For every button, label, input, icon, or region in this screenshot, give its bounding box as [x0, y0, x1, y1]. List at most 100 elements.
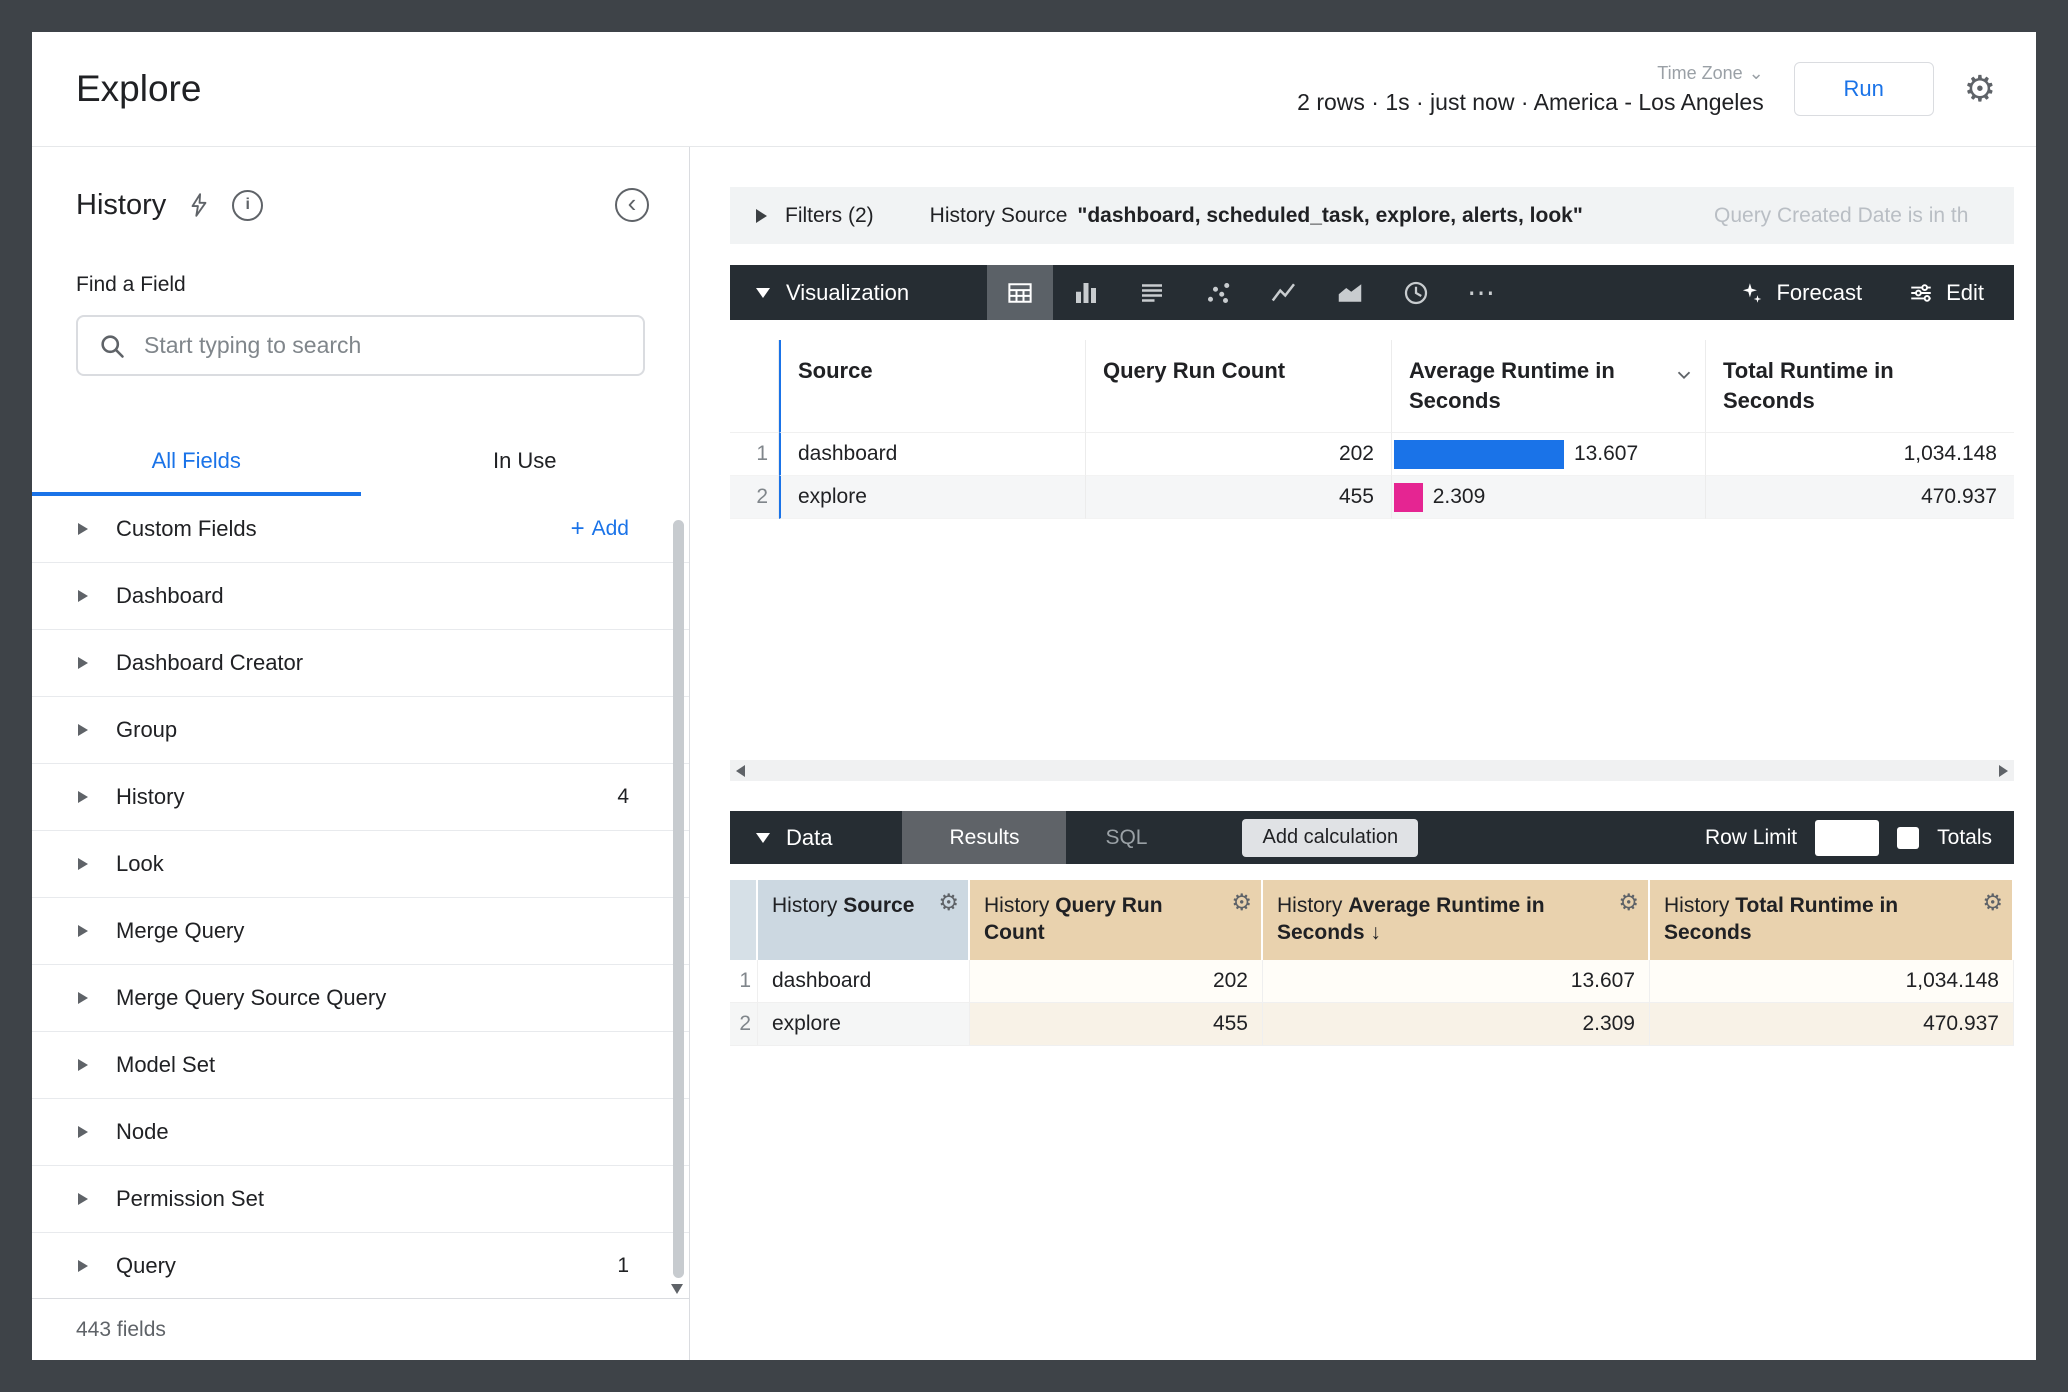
cell-total-runtime[interactable]: 1,034.148 — [1706, 433, 2014, 476]
cell-source[interactable]: explore — [779, 476, 1086, 519]
expand-caret-icon[interactable] — [78, 657, 88, 669]
viz-type-report-table-icon[interactable] — [1119, 265, 1185, 320]
field-group-merge-query[interactable]: Merge Query — [32, 898, 689, 965]
search-input[interactable] — [142, 331, 623, 360]
expand-caret-icon[interactable] — [78, 858, 88, 870]
filter-query-created-date[interactable]: Query Created Date is in th — [1714, 203, 1969, 227]
expand-caret-icon[interactable] — [78, 791, 88, 803]
field-group-look[interactable]: Look — [32, 831, 689, 898]
filter-history-source[interactable]: History Source "dashboard, scheduled_tas… — [930, 204, 1583, 228]
sidebar-scrollbar-thumb[interactable] — [673, 520, 684, 1278]
tab-all-fields[interactable]: All Fields — [32, 432, 361, 496]
viz-type-line-chart-icon[interactable] — [1251, 265, 1317, 320]
field-group-label: Merge Query — [116, 918, 245, 943]
field-group-model-set[interactable]: Model Set — [32, 1032, 689, 1099]
expand-caret-icon[interactable] — [78, 925, 88, 937]
sidebar-header: History i ‹ — [32, 147, 689, 229]
viz-header-total-runtime[interactable]: Total Runtime in Seconds — [1706, 340, 2014, 433]
row-limit-input[interactable] — [1815, 819, 1880, 856]
field-picker-sidebar: History i ‹ Find a Field All Fields In U… — [32, 147, 690, 1360]
field-group-group[interactable]: Group — [32, 697, 689, 764]
forecast-button[interactable]: Forecast — [1738, 280, 1862, 306]
totals-checkbox[interactable] — [1897, 826, 1920, 849]
field-group-permission-set[interactable]: Permission Set — [32, 1166, 689, 1233]
plus-icon: + — [570, 515, 585, 542]
info-icon[interactable]: i — [232, 189, 264, 221]
collapse-sidebar-icon[interactable]: ‹ — [615, 188, 649, 222]
add-calculation-button[interactable]: Add calculation — [1242, 818, 1419, 857]
column-gear-icon[interactable]: ⚙ — [1982, 889, 2003, 915]
settings-gear-icon[interactable]: ⚙ — [1963, 68, 1996, 109]
cell-average-runtime[interactable]: 13.607 — [1392, 433, 1706, 476]
field-search-box[interactable] — [76, 315, 645, 376]
cell-source[interactable]: dashboard — [758, 960, 970, 1003]
data-header-history-source[interactable]: History Source ⚙ — [758, 880, 970, 960]
cell-query-run-count[interactable]: 455 — [970, 1003, 1263, 1046]
viz-type-pie-chart-icon[interactable] — [1383, 265, 1449, 320]
cell-average-runtime[interactable]: 2.309 — [1263, 1003, 1650, 1046]
column-gear-icon[interactable]: ⚙ — [938, 889, 959, 915]
cell-total-runtime[interactable]: 470.937 — [1650, 1003, 2014, 1046]
expand-caret-icon[interactable] — [78, 590, 88, 602]
cell-average-runtime[interactable]: 13.607 — [1263, 960, 1650, 1003]
app-header: Explore Time Zone ⌄ 2 rows · 1s · just n… — [32, 32, 2036, 147]
tab-sql[interactable]: SQL — [1105, 825, 1148, 849]
field-group-query[interactable]: Query 1 — [32, 1233, 689, 1298]
viz-header-query-run-count[interactable]: Query Run Count — [1086, 340, 1392, 433]
expand-caret-icon[interactable] — [78, 1193, 88, 1205]
cell-query-run-count[interactable]: 202 — [970, 960, 1263, 1003]
column-gear-icon[interactable]: ⚙ — [1618, 889, 1639, 915]
field-group-merge-query-source-query[interactable]: Merge Query Source Query — [32, 965, 689, 1032]
column-gear-icon[interactable]: ⚙ — [1231, 889, 1252, 915]
visualization-collapse-caret-icon[interactable] — [756, 287, 770, 298]
data-header-query-run-count[interactable]: History Query Run Count ⚙ — [970, 880, 1263, 960]
filters-expand-caret-icon[interactable] — [756, 208, 767, 223]
expand-caret-icon[interactable] — [78, 1260, 88, 1272]
field-group-dashboard[interactable]: Dashboard — [32, 563, 689, 630]
expand-caret-icon[interactable] — [78, 1059, 88, 1071]
field-group-label: Custom Fields — [116, 516, 257, 541]
cell-total-runtime[interactable]: 1,034.148 — [1650, 960, 2014, 1003]
data-table-row: 2 explore 455 2.309 470.937 — [730, 1003, 2014, 1046]
cell-total-runtime[interactable]: 470.937 — [1706, 476, 2014, 519]
time-zone-selector[interactable]: Time Zone ⌄ — [1657, 63, 1763, 84]
edit-viz-button[interactable]: Edit — [1908, 280, 1984, 306]
viz-type-table-icon[interactable] — [987, 265, 1054, 320]
data-header-average-runtime[interactable]: History Average Runtime in Seconds ↓ ⚙ — [1263, 880, 1650, 960]
cell-source[interactable]: explore — [758, 1003, 970, 1046]
scroll-left-arrow-icon[interactable] — [736, 764, 745, 777]
field-group-label: Dashboard Creator — [116, 650, 304, 675]
explore-name-title: History — [76, 188, 167, 221]
expand-caret-icon[interactable] — [78, 724, 88, 736]
tab-results[interactable]: Results — [902, 811, 1067, 864]
viz-type-bar-chart-icon[interactable] — [1053, 265, 1119, 320]
expand-caret-icon[interactable] — [78, 523, 88, 535]
expand-caret-icon[interactable] — [78, 1126, 88, 1138]
viz-type-area-chart-icon[interactable] — [1317, 265, 1383, 320]
cell-query-run-count[interactable]: 455 — [1086, 476, 1392, 519]
cell-query-run-count[interactable]: 202 — [1086, 433, 1392, 476]
tab-in-use[interactable]: In Use — [492, 448, 557, 473]
scroll-right-arrow-icon[interactable] — [1999, 764, 2008, 777]
field-group-dashboard-creator[interactable]: Dashboard Creator — [32, 630, 689, 697]
data-collapse-caret-icon[interactable] — [756, 832, 770, 843]
viz-header-source[interactable]: Source — [779, 340, 1086, 433]
field-group-node[interactable]: Node — [32, 1099, 689, 1166]
add-custom-field-button[interactable]: + Add — [571, 517, 629, 541]
field-group-custom-fields[interactable]: Custom Fields + Add — [32, 496, 689, 563]
column-menu-chevron-icon[interactable] — [1673, 364, 1695, 386]
field-group-history[interactable]: History 4 — [32, 764, 689, 831]
data-table-header: History Source ⚙ History Query Run Count… — [730, 880, 2014, 960]
query-status-text: 2 rows · 1s · just now · America - Los A… — [1297, 88, 1764, 115]
viz-type-scatter-icon[interactable] — [1185, 265, 1251, 320]
more-viz-types-icon[interactable]: ⋯ — [1467, 277, 1498, 308]
cell-average-runtime[interactable]: 2.309 — [1392, 476, 1706, 519]
cell-source[interactable]: dashboard — [779, 433, 1086, 476]
viz-horizontal-scrollbar[interactable] — [730, 760, 2014, 781]
viz-header-average-runtime[interactable]: Average Runtime in Seconds — [1392, 340, 1706, 433]
expand-caret-icon[interactable] — [78, 992, 88, 1004]
run-button[interactable]: Run — [1793, 62, 1934, 116]
filters-bar[interactable]: Filters (2) History Source "dashboard, s… — [730, 187, 2014, 244]
data-header-total-runtime[interactable]: History Total Runtime in Seconds ⚙ — [1650, 880, 2014, 960]
sidebar-scroll-down-arrow[interactable] — [671, 1284, 683, 1294]
